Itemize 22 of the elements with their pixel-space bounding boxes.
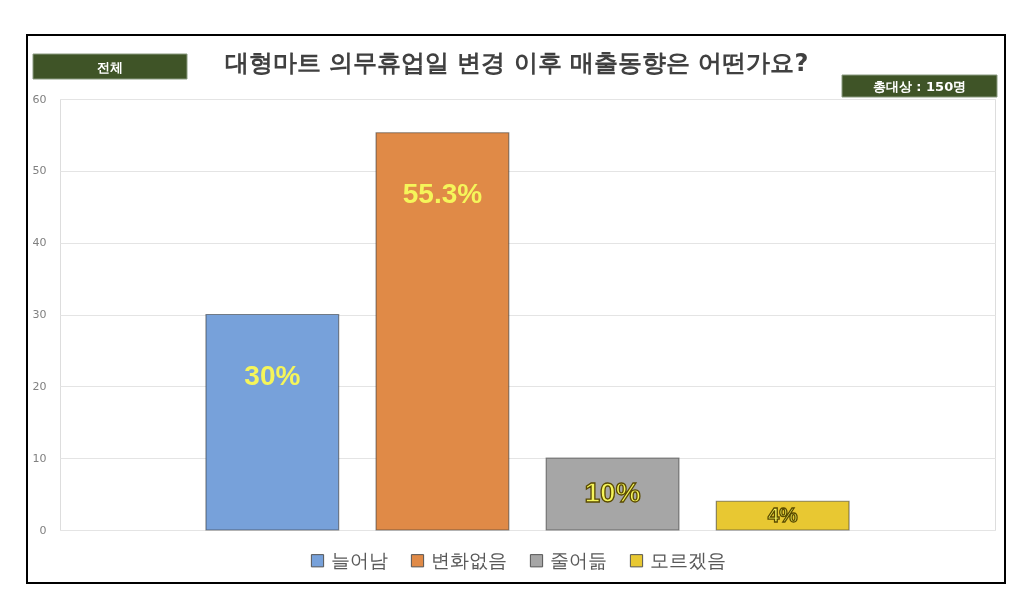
y-tick-label: 0	[39, 523, 47, 537]
data-label: 30%	[244, 359, 301, 391]
text: 총대상 : 150명	[872, 79, 967, 94]
bar	[715, 500, 850, 531]
y-tick-label: 40	[32, 236, 47, 250]
bar	[375, 132, 510, 531]
y-tick-label: 60	[32, 92, 47, 106]
legend-label: 변화없음	[431, 548, 507, 571]
data-label: 55.3%	[402, 177, 483, 209]
y-tick-label: 10	[32, 451, 47, 465]
data-label: 10%	[584, 477, 641, 509]
y-tick-label: 20	[32, 379, 47, 393]
bar	[205, 313, 340, 531]
chart-title: 대형마트 의무휴업일 변경 이후 매출동향은 어떤가요?	[224, 49, 809, 77]
y-tick-label: 50	[32, 164, 47, 178]
legend-label: 모르겠음	[650, 548, 726, 571]
y-tick-label: 30	[32, 308, 47, 321]
data-label: 4%	[767, 502, 798, 526]
legend-label: 늘어남	[331, 548, 388, 571]
legend-label: 줄어듦	[550, 548, 607, 571]
bar	[545, 457, 680, 531]
text: 전체	[97, 59, 123, 75]
